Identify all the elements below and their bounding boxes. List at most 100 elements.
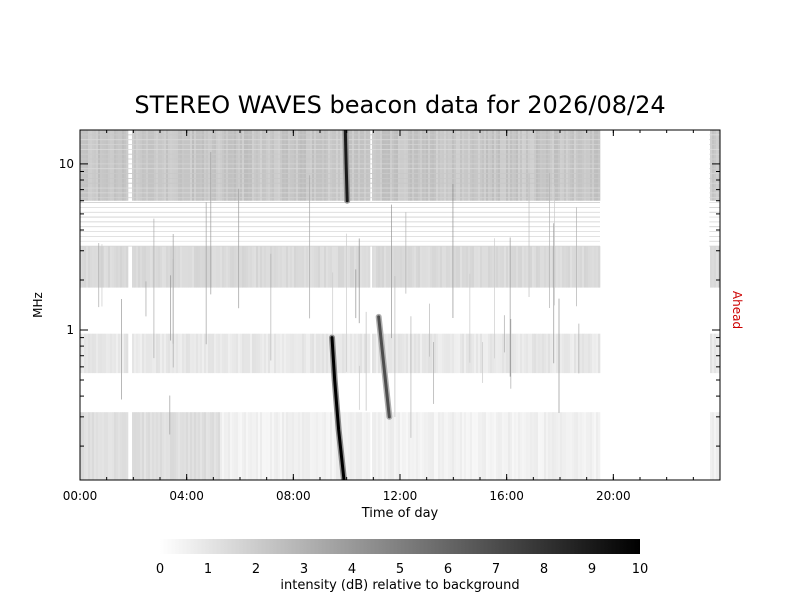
spectrogram-cell [338,246,341,288]
spectrogram-cell [382,412,385,480]
spectrogram-cell [112,333,115,374]
spectrogram-cell [316,333,319,374]
spectrogram-cell [258,130,261,201]
spectrogram-cell [472,412,475,480]
spectrogram-cell [506,412,509,480]
spectrogram-cell [124,130,127,201]
spectrogram-cell [158,246,161,288]
spectrogram-cell [444,246,447,288]
spectrogram-cell [572,333,575,374]
spectrogram-cell [504,246,507,288]
spectrogram-cell [518,412,521,480]
spectrogram-cell [412,246,415,288]
spectrogram-cell [246,333,249,374]
spectrogram-cell [546,130,549,201]
spectrogram-cell [412,412,415,480]
spectrogram-cell [344,246,347,288]
spectrogram-cell [374,333,377,374]
spectrogram-cell [342,333,345,374]
spectrogram-cell [524,333,527,374]
spectrogram-cell [524,130,527,201]
spectrogram-cell [500,412,503,480]
spectrogram-cell [332,412,335,480]
spectrogram-cell [718,246,720,288]
spectrogram-cell [366,333,369,374]
spectrogram-cell [216,246,219,288]
spectrogram-cell [82,246,85,288]
spectrogram-cell [136,412,139,480]
spectrogram-cell [564,130,567,201]
spectrogram-cell [94,333,97,374]
spectrogram-cell [84,130,87,201]
spectrogram-cell [272,246,275,288]
spectrogram-cell [500,130,503,201]
spectrogram-cell [394,412,397,480]
spectrogram-cell [194,246,197,288]
spectrogram-cell [562,130,565,201]
spectrogram-cell [120,412,123,480]
spectrogram-cell [404,130,407,201]
spectrogram-cell [318,333,321,374]
spectrogram-cell [396,412,399,480]
spectrogram-cell [514,130,517,201]
spectrogram-cell [390,412,393,480]
y-tick-label: 10 [59,157,74,171]
spectrogram-cell [328,412,331,480]
spectrogram-cell [562,412,565,480]
spectrogram-cell [538,246,541,288]
spectrogram-cell [200,333,203,374]
spectrogram-cell [286,130,289,201]
spectrogram-cell [162,130,165,201]
spectrogram-cell [254,130,257,201]
spectrogram-cell [118,333,121,374]
spectrogram-cell [100,412,103,480]
spectrogram-cell [126,130,129,201]
spectrogram-cell [528,412,531,480]
spectrogram-cell [380,412,383,480]
colorbar-tick-label: 8 [540,562,548,577]
spectrogram-cell [582,333,585,374]
spectrogram-cell [186,246,189,288]
spectrogram-cell [442,412,445,480]
spectrogram-cell [294,246,297,288]
spectrogram-cell [200,412,203,480]
spectrogram-cell [104,130,107,201]
spectrogram-cell [126,246,129,288]
spectrogram-cell [268,130,271,201]
spectrogram-cell [136,130,139,201]
spectrogram-cell [360,130,363,201]
spectrogram-cell [580,130,583,201]
spectrogram-cell [110,412,113,480]
spectrogram-cell [252,130,255,201]
spectrogram-cell [516,130,519,201]
spectrogram-cell [544,246,547,288]
spectrogram-cell [162,412,165,480]
spectrogram-cell [228,333,231,374]
spectrogram-cell [518,130,521,201]
spectrogram-cell [534,246,537,288]
spectrogram-cell [316,130,319,201]
spectrogram-cell [242,333,245,374]
x-tick-label: 16:00 [489,489,524,503]
spectrogram-cell [390,333,393,374]
spectrogram-cell [146,333,149,374]
spectrogram-cell [524,412,527,480]
spectrogram-cell [404,333,407,374]
spectrogram-cell [230,333,233,374]
spectrogram-cell [228,246,231,288]
spectrogram-cell [440,130,443,201]
spectrogram-cell [466,412,469,480]
x-tick-label: 12:00 [383,489,418,503]
spectrogram-cell [426,412,429,480]
spectrogram-cell [296,412,299,480]
spectrogram-cell [292,130,295,201]
spectrogram-cell [228,130,231,201]
spectrogram-cell [414,130,417,201]
spectrogram-cell [538,412,541,480]
spectrogram-cell [542,246,545,288]
spectrogram-cell [588,130,591,201]
spectrogram-cell [542,412,545,480]
spectrogram-cell [158,130,161,201]
spectrogram-cell [472,246,475,288]
spectrogram-cell [466,333,469,374]
